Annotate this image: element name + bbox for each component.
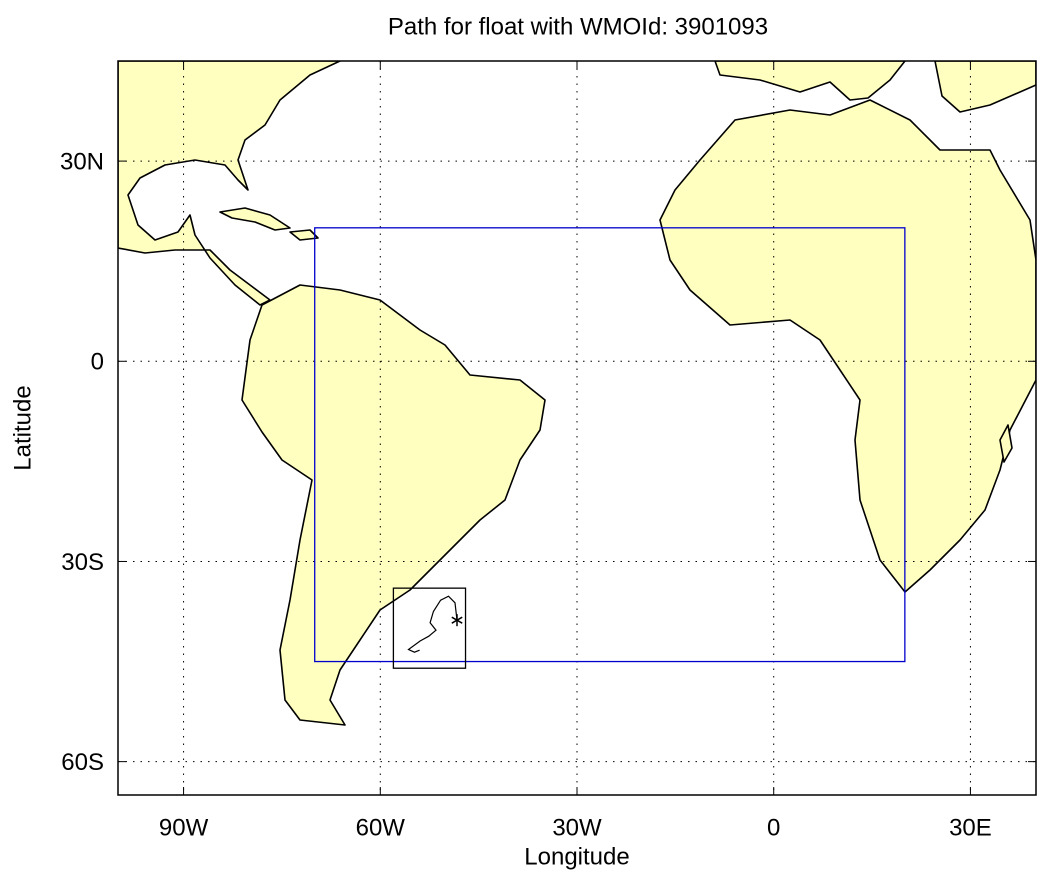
land	[118, 61, 1036, 726]
africa	[659, 99, 1036, 593]
x-tick-label: 60W	[356, 814, 406, 841]
x-axis-label: Longitude	[524, 843, 629, 870]
north-america	[118, 61, 341, 306]
madagascar	[999, 424, 1013, 463]
y-tick-label: 30S	[61, 549, 104, 576]
asia-minor	[934, 61, 1036, 113]
chart-title: Path for float with WMOId: 3901093	[388, 13, 768, 40]
x-tick-label: 0	[767, 814, 780, 841]
marker-stroke	[451, 616, 463, 624]
y-axis-label: Latitude	[9, 385, 36, 470]
last-position-marker	[451, 614, 463, 627]
region-box	[314, 227, 906, 663]
cuba	[219, 207, 291, 231]
region-box	[392, 587, 467, 669]
float-track	[407, 595, 458, 653]
y-tick-label: 0	[91, 349, 104, 376]
x-tick-label: 30E	[949, 814, 992, 841]
x-tick-label: 30W	[552, 814, 602, 841]
europe	[714, 61, 906, 101]
hispaniola	[289, 229, 319, 241]
x-tick-label: 90W	[159, 814, 209, 841]
y-tick-label: 60S	[61, 749, 104, 776]
y-tick-label: 30N	[60, 148, 104, 175]
